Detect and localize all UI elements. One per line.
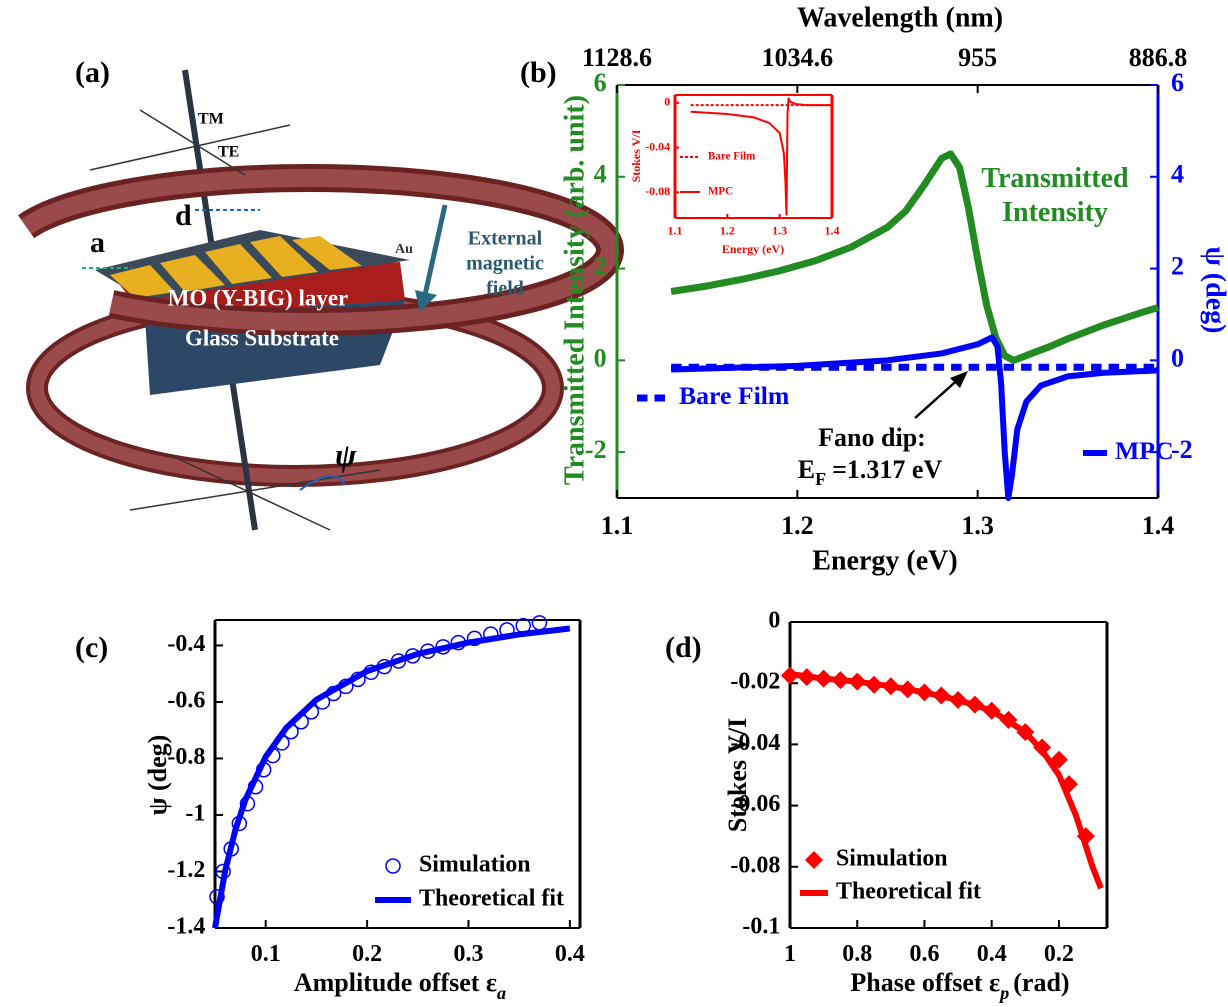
series-line [215, 628, 570, 928]
legend-label: Bare Film [679, 381, 790, 410]
top-axis-title: Wavelength (nm) [797, 2, 1003, 33]
legend-label: Bare Film [708, 151, 755, 163]
x-axis-title-subscript: a [497, 983, 506, 1003]
field-arrow [425, 205, 445, 295]
y-tick-label: 6 [594, 68, 607, 97]
d-label: d [175, 199, 192, 232]
x-tick-label: 1 [784, 941, 796, 967]
legend-marker [805, 851, 823, 869]
y-tick-label: -0.08 [645, 184, 670, 198]
y-tick-label: -0.4 [167, 631, 205, 657]
y-tick-label: 2 [594, 252, 607, 281]
x-axis-title-suffix: (rad) [1013, 968, 1069, 997]
y-tick-label: -1 [185, 800, 205, 826]
y-tick-label: 4 [594, 160, 607, 189]
annotation-symbol: E [798, 455, 815, 484]
panel-label: (c) [75, 631, 108, 664]
x-axis-title-text: Phase offset ε [850, 968, 1000, 997]
x-tick-label: 0.3 [453, 941, 483, 967]
marker [532, 616, 546, 630]
legend-label: Theoretical fit [836, 878, 981, 904]
legend-label: MPC [708, 186, 733, 198]
y2-tick-label: 0 [1171, 343, 1184, 372]
annotation: Fano dip: [818, 423, 926, 452]
x-tick-label: 1.4 [1142, 511, 1175, 540]
panel-label: (d) [665, 631, 702, 664]
x-axis-title: Phase offset εp(rad) [850, 968, 1069, 1003]
field-label: magnetic [466, 253, 544, 275]
tm-label: TM [198, 111, 224, 128]
mo-layer-label: MO (Y-BIG) layer [168, 285, 349, 310]
y-tick-label: -0.02 [730, 669, 780, 695]
y-axis-title: Stokes V/I [629, 129, 643, 182]
x-axis-title: Energy (eV) [722, 242, 784, 256]
x-axis-title-text: Amplitude offset ε [294, 968, 497, 997]
au-label: Au [395, 242, 413, 257]
substrate-label: Glass Substrate [185, 325, 339, 350]
a-label: a [90, 226, 105, 259]
y-tick-label: -0.08 [730, 852, 780, 878]
field-label: External [468, 228, 543, 250]
top-tick-label: 1128.6 [582, 43, 652, 72]
panel-label: (b) [520, 56, 557, 89]
y2-tick-label: 6 [1171, 68, 1184, 97]
legend-label: Simulation [836, 845, 948, 871]
x-tick-label: 1.2 [781, 511, 814, 540]
series-label: TransmittedIntensity [981, 163, 1129, 228]
x-tick-label: 1.1 [668, 224, 683, 238]
y-tick-label: 0 [768, 608, 780, 634]
figure: (a) TM TE d a Au External magnetic field… [0, 0, 1228, 1007]
x-tick-label: 0.2 [352, 941, 382, 967]
y-tick-label: 0 [664, 95, 670, 109]
psi-label: ψ [335, 436, 357, 472]
annotation: EF =1.317 eV [798, 455, 943, 489]
top-tick-label: 886.8 [1129, 43, 1188, 72]
x-tick-label: 1.3 [772, 224, 787, 238]
y-tick-label: -1.2 [167, 857, 205, 883]
x-tick-label: 0.6 [909, 941, 939, 967]
y2-axis-title: ψ (deg) [1200, 247, 1228, 334]
x-tick-label: 1.3 [961, 511, 994, 540]
x-tick-label: 0.4 [555, 941, 585, 967]
x-tick-label: 0.4 [977, 941, 1007, 967]
x-axis-title: Energy (eV) [812, 545, 957, 576]
field-label: field [486, 278, 524, 300]
panel-label: (a) [75, 56, 110, 89]
legend-label: Simulation [419, 851, 531, 877]
y-tick-label: -0.04 [645, 139, 670, 153]
top-tick-label: 1034.6 [762, 43, 834, 72]
x-axis-title-subscript: p [998, 983, 1009, 1003]
x-tick-label: 0.1 [251, 941, 281, 967]
y2-tick-label: 4 [1171, 160, 1184, 189]
y-tick-label: -0.6 [167, 687, 205, 713]
y-tick-label: -0.8 [167, 744, 205, 770]
tm-axis [90, 125, 290, 170]
y-axis-title: Transmitted Intensity (arb. unit) [559, 95, 590, 485]
legend-marker [386, 859, 400, 873]
x-tick-label: 0.2 [1044, 941, 1074, 967]
y-axis-title: Stokes V/I [723, 718, 752, 832]
te-label: TE [218, 144, 239, 161]
legend-label: MPC [1115, 436, 1174, 465]
annotation-value: =1.317 eV [832, 455, 942, 484]
x-tick-label: 1.4 [825, 224, 840, 238]
x-tick-label: 0.8 [842, 941, 872, 967]
y-tick-label: -0.1 [742, 914, 780, 940]
y2-tick-label: -2 [1171, 435, 1193, 464]
legend-label: Theoretical fit [419, 885, 564, 911]
top-tick-label: 955 [958, 43, 997, 72]
y-tick-label: -1.4 [167, 914, 205, 940]
annotation-subscript: F [815, 469, 826, 489]
x-axis-title: Amplitude offset εa [294, 968, 506, 1003]
y-axis-title: ψ (deg) [143, 735, 172, 816]
y2-tick-label: 2 [1171, 252, 1184, 281]
x-tick-label: 1.2 [720, 224, 735, 238]
y-tick-label: 0 [594, 343, 607, 372]
diagram: (a) TM TE d a Au External magnetic field… [10, 56, 610, 530]
x-tick-label: 1.1 [601, 511, 634, 540]
